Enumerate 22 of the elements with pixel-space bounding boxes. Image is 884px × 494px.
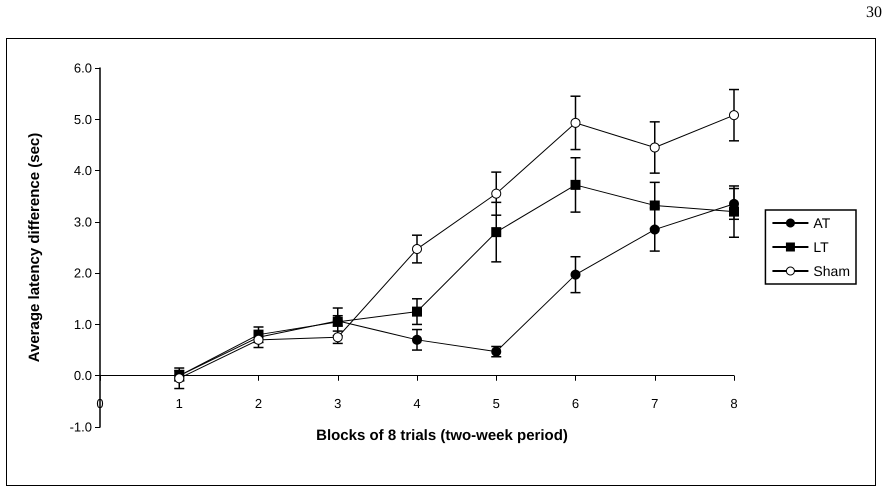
legend-label: AT bbox=[813, 215, 831, 231]
x-tick-label: 8 bbox=[730, 396, 738, 411]
y-tick-label: 6.0 bbox=[74, 60, 92, 76]
y-tick-label: 3.0 bbox=[74, 214, 92, 230]
x-tick-label: 2 bbox=[254, 396, 262, 411]
y-tick-label: -1.0 bbox=[70, 420, 92, 434]
x-tick-label: 5 bbox=[492, 396, 500, 411]
x-tick-label: 1 bbox=[176, 396, 183, 411]
text: 30 bbox=[866, 4, 882, 22]
x-tick-label: 4 bbox=[413, 396, 421, 411]
y-tick-label: 5.0 bbox=[74, 112, 92, 127]
x-tick-label: 3 bbox=[334, 396, 342, 411]
x-axis-title: Blocks of 8 trials (two-week period) bbox=[316, 427, 568, 444]
y-tick-label: 4.0 bbox=[74, 163, 92, 178]
y-tick-label: 0.0 bbox=[74, 368, 92, 384]
y-axis-title: Average latency difference (sec) bbox=[26, 132, 43, 362]
legend-label: Sham bbox=[813, 263, 850, 279]
y-tick-label: 1.0 bbox=[74, 316, 92, 332]
legend-label: LT bbox=[813, 239, 830, 255]
x-tick-label: 7 bbox=[651, 396, 658, 411]
x-tick-label: 6 bbox=[572, 396, 580, 411]
y-tick-label: 2.0 bbox=[74, 266, 92, 281]
